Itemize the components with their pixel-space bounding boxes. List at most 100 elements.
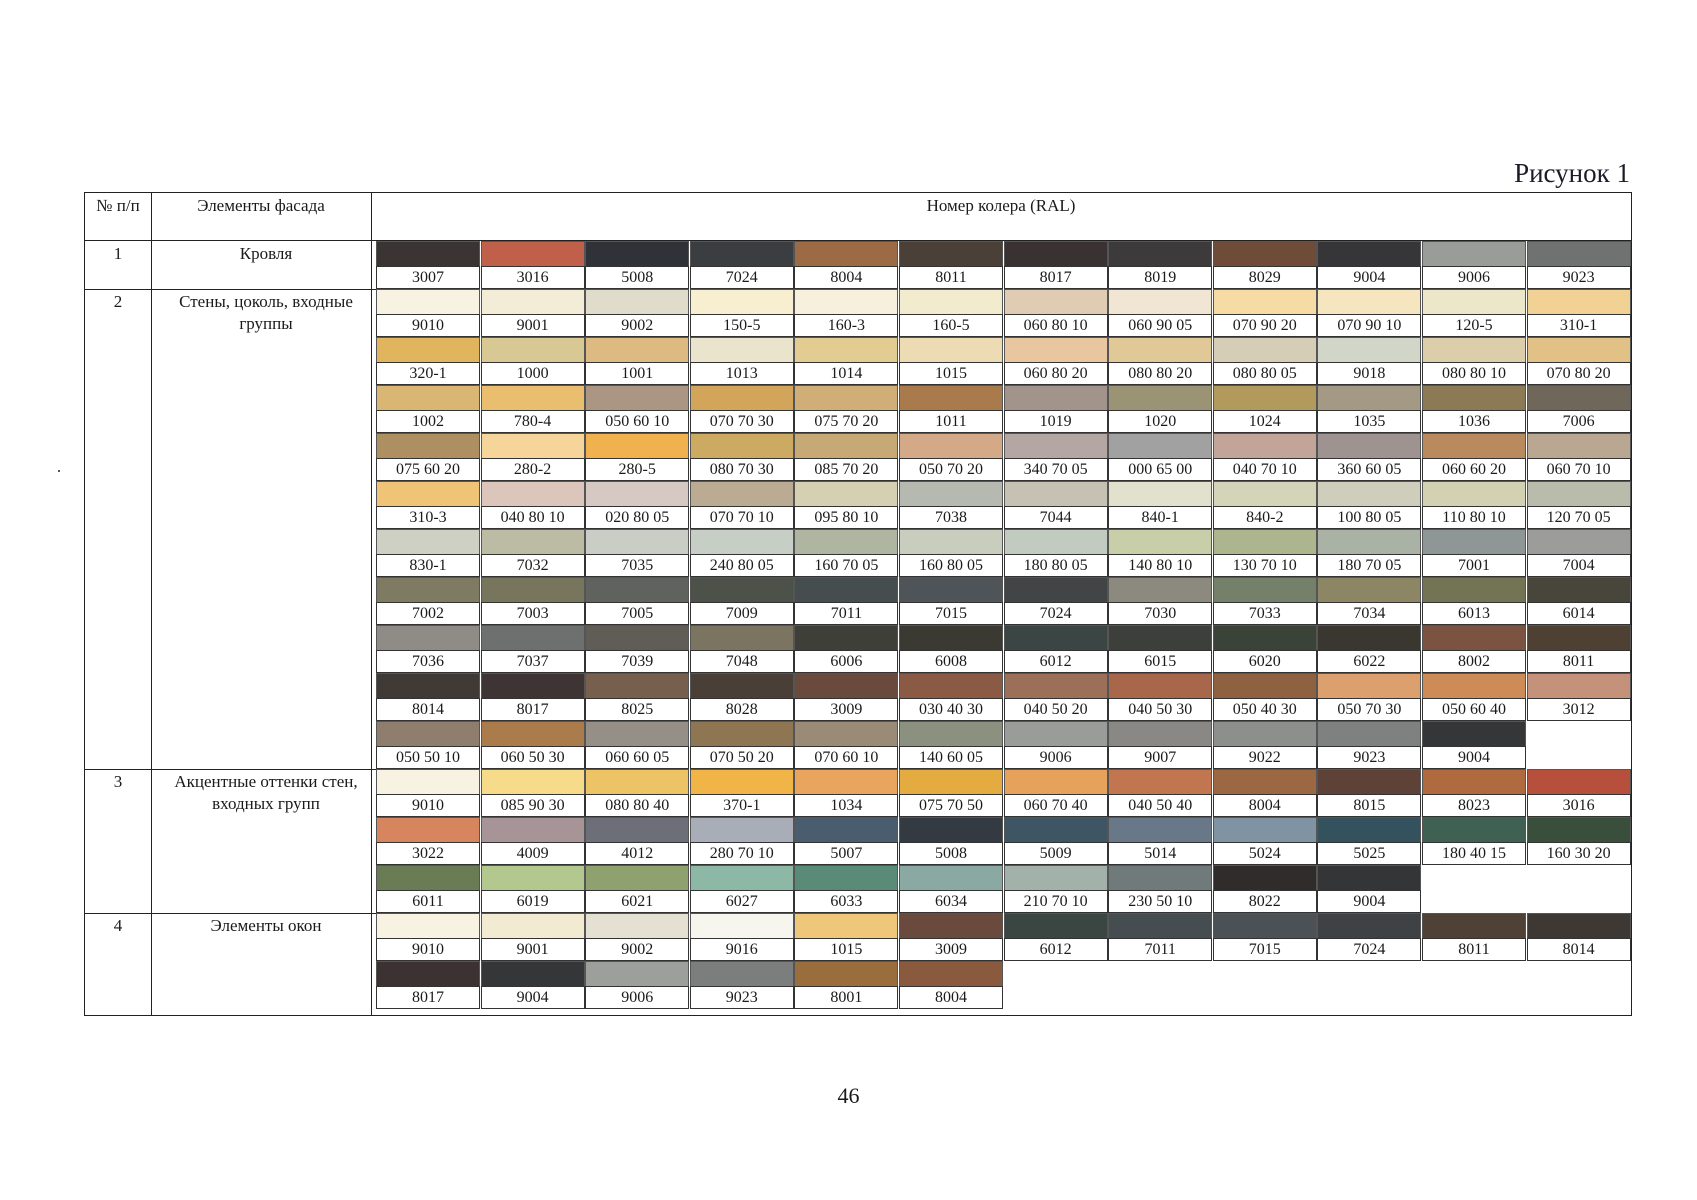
color-cell: 080 80 40 [585, 769, 690, 817]
color-code: 140 60 05 [899, 746, 1003, 769]
color-swatch [480, 337, 585, 362]
color-swatch [1212, 721, 1317, 746]
color-code: 310-1 [1526, 314, 1631, 337]
color-cell: 080 80 20 [1108, 337, 1213, 385]
color-swatch [585, 481, 690, 506]
color-swatch [1422, 289, 1526, 314]
color-swatch [585, 289, 690, 314]
color-swatch [794, 721, 899, 746]
color-swatch [480, 577, 585, 602]
color-cell: 130 70 10 [1212, 529, 1317, 577]
color-code: 9004 [1317, 266, 1422, 289]
color-swatch [899, 289, 1003, 314]
color-code: 9006 [585, 986, 690, 1009]
scan-speck [58, 470, 60, 472]
color-swatch [376, 241, 480, 266]
color-code: 9023 [1317, 746, 1422, 769]
color-swatch [1212, 865, 1317, 890]
color-code: 6033 [794, 890, 899, 913]
color-cell: 1036 [1422, 385, 1526, 433]
color-cell: 7006 [1526, 385, 1631, 433]
color-code: 7002 [376, 602, 480, 625]
section-divider [85, 289, 376, 290]
color-cell: 320-1 [376, 337, 480, 385]
color-code: 040 80 10 [480, 506, 585, 529]
color-swatch [794, 961, 899, 986]
color-code: 3009 [794, 698, 899, 721]
color-cell: 9004 [480, 961, 585, 1009]
color-swatch [1108, 433, 1213, 458]
color-swatch [1422, 529, 1526, 554]
color-cell: 5025 [1317, 817, 1422, 865]
color-swatch [1003, 481, 1108, 506]
color-code: 3016 [1526, 794, 1631, 817]
color-cell: 7015 [1212, 913, 1317, 961]
color-swatch [1317, 529, 1422, 554]
color-code: 7004 [1526, 554, 1631, 577]
color-cell: 8028 [689, 673, 794, 721]
color-code: 5007 [794, 842, 899, 865]
color-cell: 6020 [1212, 625, 1317, 673]
color-code: 1014 [794, 362, 899, 385]
color-code: 160-5 [899, 314, 1003, 337]
color-swatch [1212, 529, 1317, 554]
color-swatch [376, 481, 480, 506]
color-code: 3016 [480, 266, 585, 289]
color-cell: 7034 [1317, 577, 1422, 625]
color-code: 160 80 05 [899, 554, 1003, 577]
color-swatch [480, 241, 585, 266]
color-code: 1035 [1317, 410, 1422, 433]
color-swatch [794, 289, 899, 314]
color-code: 050 70 30 [1317, 698, 1422, 721]
color-swatch [376, 289, 480, 314]
color-cell: 8025 [585, 673, 690, 721]
color-swatch [1422, 337, 1526, 362]
color-cell: 040 70 10 [1212, 433, 1317, 481]
color-swatch [1317, 769, 1422, 794]
color-cell: 060 60 05 [585, 721, 690, 769]
color-code: 050 50 10 [376, 746, 480, 769]
color-code: 310-3 [376, 506, 480, 529]
color-cell: 060 80 10 [1003, 289, 1108, 337]
color-swatch [1526, 529, 1631, 554]
color-code: 7034 [1317, 602, 1422, 625]
swatch-row: 8014 8017 8025 8028 3009 030 40 30 040 50 20 04… [376, 673, 1631, 721]
color-cell: 8014 [376, 673, 480, 721]
color-swatch [899, 433, 1003, 458]
color-cell: 6021 [585, 865, 690, 913]
color-swatch [1317, 241, 1422, 266]
color-cell: 6012 [1003, 913, 1108, 961]
color-cell: 7030 [1108, 577, 1213, 625]
color-swatch [689, 961, 794, 986]
color-cell: 7037 [480, 625, 585, 673]
color-code: 1000 [480, 362, 585, 385]
color-swatch [1317, 577, 1422, 602]
color-code: 7032 [480, 554, 585, 577]
color-code: 030 40 30 [899, 698, 1003, 721]
color-swatch [1526, 577, 1631, 602]
color-code: 140 80 10 [1108, 554, 1213, 577]
color-swatch [794, 385, 899, 410]
color-swatch [1108, 481, 1213, 506]
color-swatch [1422, 817, 1526, 842]
color-code: 6021 [585, 890, 690, 913]
color-code: 8011 [1526, 650, 1631, 673]
swatch-row: 075 60 20 280-2 280-5 080 70 30 085 70 20 050… [376, 433, 1631, 481]
color-swatch [1317, 481, 1422, 506]
color-code: 110 80 10 [1422, 506, 1526, 529]
color-swatch [689, 769, 794, 794]
color-code: 9010 [376, 938, 480, 961]
color-code: 6027 [689, 890, 794, 913]
color-swatch [585, 817, 690, 842]
color-swatch [1526, 913, 1631, 938]
color-cell: 7024 [689, 241, 794, 289]
color-code: 240 80 05 [689, 554, 794, 577]
color-cell: 7039 [585, 625, 690, 673]
color-code: 160-3 [794, 314, 899, 337]
color-code: 060 50 30 [480, 746, 585, 769]
color-code: 6019 [480, 890, 585, 913]
color-swatch [1003, 577, 1108, 602]
color-cell: 5024 [1212, 817, 1317, 865]
color-code: 060 60 05 [585, 746, 690, 769]
color-cell: 160-5 [899, 289, 1003, 337]
